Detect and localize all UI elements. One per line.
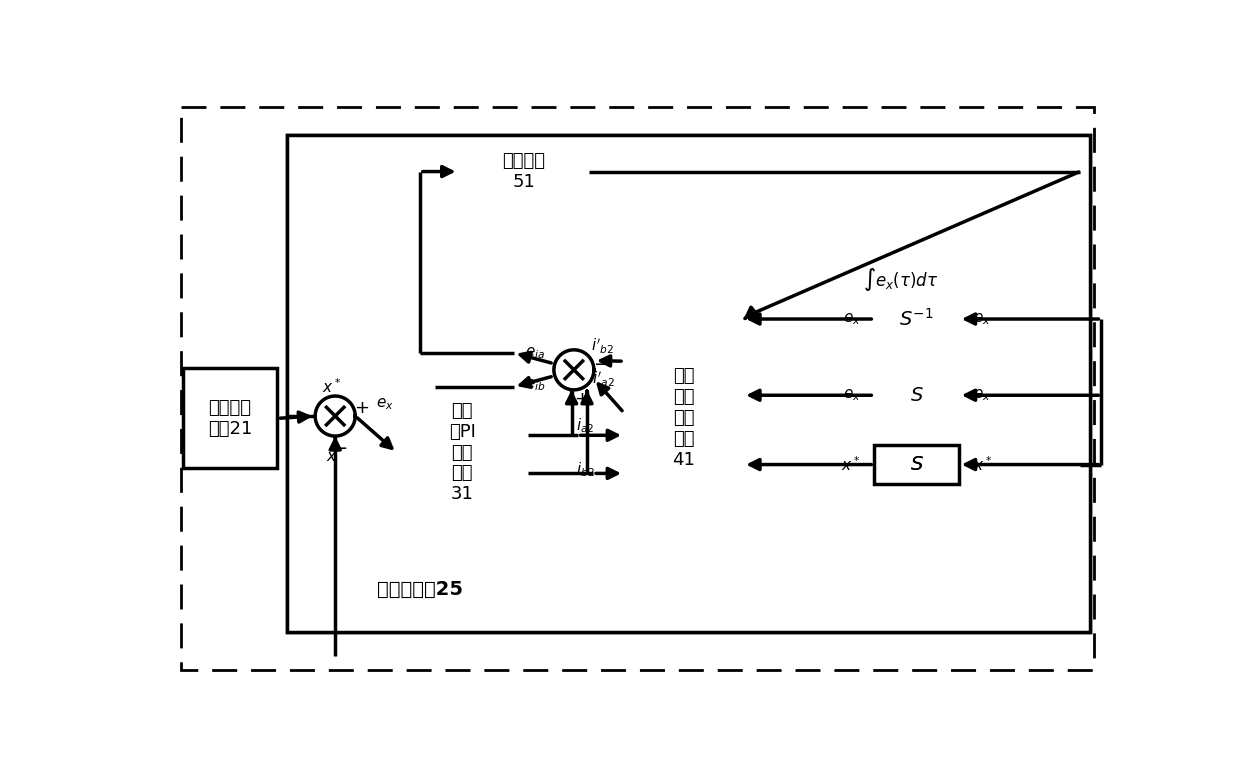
Text: $e_x$: $e_x$ [377,397,394,412]
Bar [874,299,959,339]
Text: $+$: $+$ [353,399,370,418]
Text: $-$: $-$ [331,437,347,455]
Text: $e_x$: $e_x$ [843,311,861,327]
Text: $i'_{a2}$: $i'_{a2}$ [591,370,615,389]
Text: $e_{ib}$: $e_{ib}$ [525,378,546,393]
Text: $S^{-1}$: $S^{-1}$ [899,308,934,330]
Text: 积分
型PI
控制
模块
31: 积分 型PI 控制 模块 31 [449,402,476,503]
Text: $x^*$: $x^*$ [972,455,992,474]
Bar [288,135,1090,631]
Text: $-$: $-$ [594,353,610,371]
Bar [397,366,528,539]
Text: $x^*$: $x^*$ [321,378,341,396]
Text: $e_x$: $e_x$ [972,388,991,403]
Text: $x$: $x$ [326,449,337,463]
Bar [624,289,743,547]
Text: $x^*$: $x^*$ [841,455,861,474]
Text: 限幅模块
51: 限幅模块 51 [502,152,546,191]
Text: 位移给定
模块21: 位移给定 模块21 [208,399,252,438]
Text: $e_x$: $e_x$ [843,388,861,403]
Bar [182,368,278,469]
Text: $S$: $S$ [910,386,924,405]
Text: $\int e_x(\tau)d\tau$: $\int e_x(\tau)d\tau$ [863,266,939,293]
Text: $i_{b2}$: $i_{b2}$ [577,461,595,479]
Text: $S$: $S$ [910,455,924,474]
Bar [288,144,627,628]
Bar [874,376,959,415]
Bar [288,135,1090,631]
Text: $e_x$: $e_x$ [972,311,991,327]
Bar [874,445,959,484]
Text: $+$: $+$ [574,390,589,408]
Text: $i_{a2}$: $i_{a2}$ [577,416,595,435]
Bar [874,445,959,484]
Text: 前馈控制器25: 前馈控制器25 [377,580,463,599]
Text: 随机
森林
权值
模块
41: 随机 森林 权值 模块 41 [672,367,696,469]
Text: $S$: $S$ [910,455,924,474]
Bar [459,143,589,201]
Text: $e_{ia}$: $e_{ia}$ [526,345,546,361]
Text: $i'_{b2}$: $i'_{b2}$ [591,337,615,357]
